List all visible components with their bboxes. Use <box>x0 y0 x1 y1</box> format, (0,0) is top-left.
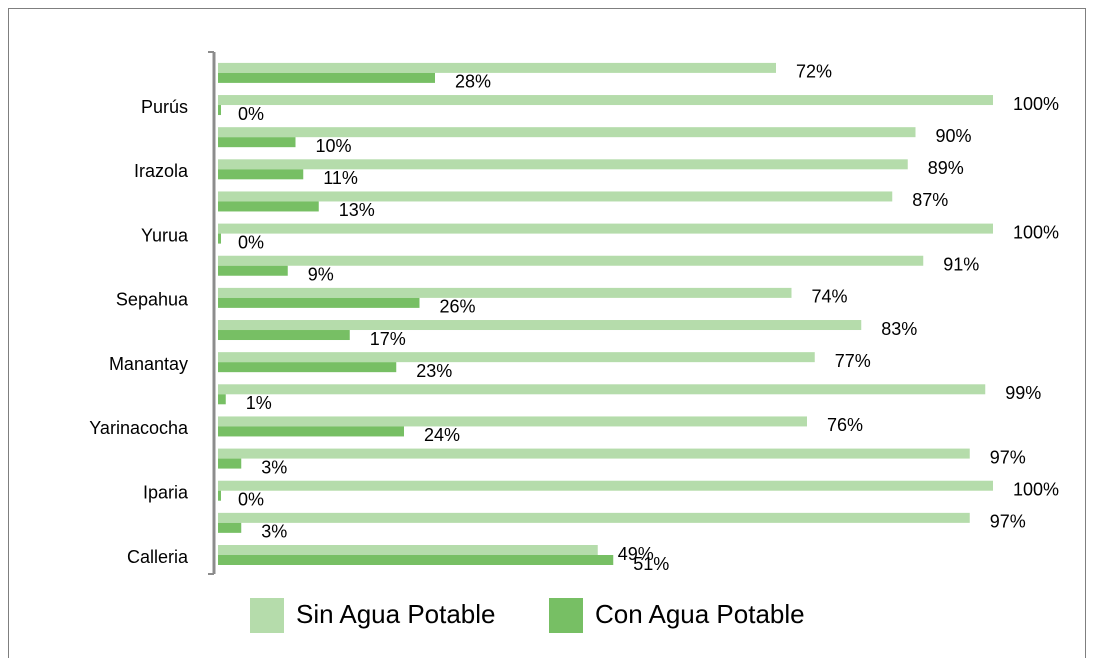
data-label: 3% <box>261 522 287 542</box>
bar <box>218 330 350 341</box>
bar <box>218 448 970 459</box>
bar <box>218 191 893 202</box>
data-label: 11% <box>323 168 358 188</box>
bar <box>218 555 614 565</box>
data-label: 49% <box>618 544 654 564</box>
bar <box>218 545 598 555</box>
data-label: 23% <box>416 361 452 381</box>
bar <box>218 105 222 116</box>
data-label: 51% <box>633 554 669 574</box>
y-tick-label: Sepahua <box>116 290 189 310</box>
bar <box>218 458 242 469</box>
data-label: 74% <box>812 287 848 307</box>
data-label: 24% <box>424 425 460 445</box>
data-label: 13% <box>339 200 375 220</box>
data-label: 97% <box>990 447 1026 467</box>
data-label: 26% <box>440 297 476 317</box>
data-label: 77% <box>835 351 871 371</box>
y-tick-label: Irazola <box>134 161 189 181</box>
bar <box>218 233 222 244</box>
bar <box>218 394 226 405</box>
bar <box>218 352 815 363</box>
y-tick-label: Yarinacocha <box>89 418 189 438</box>
data-label: 28% <box>455 72 491 92</box>
data-label: 99% <box>1005 383 1041 403</box>
bar <box>218 384 986 395</box>
data-label: 100% <box>1013 222 1059 242</box>
bar <box>218 127 916 138</box>
data-label: 87% <box>912 190 948 210</box>
legend-label: Con Agua Potable <box>595 599 805 629</box>
data-label: 72% <box>796 62 832 82</box>
bar <box>218 480 993 491</box>
bar <box>218 159 908 170</box>
data-label: 0% <box>238 232 264 252</box>
data-label: 3% <box>261 457 287 477</box>
bar <box>218 320 862 331</box>
data-label: 91% <box>943 254 979 274</box>
bar <box>218 426 404 437</box>
bar <box>218 169 304 180</box>
data-label: 0% <box>238 489 264 509</box>
legend-swatch <box>250 598 284 633</box>
bar <box>218 72 435 83</box>
data-label: 76% <box>827 415 863 435</box>
bar <box>218 223 993 234</box>
bar <box>218 62 776 73</box>
data-label: 90% <box>936 126 972 146</box>
bar <box>218 265 288 276</box>
legend-swatch <box>549 598 583 633</box>
data-label: 100% <box>1013 479 1059 499</box>
bar <box>218 416 807 427</box>
bar <box>218 522 242 533</box>
legend-label: Sin Agua Potable <box>296 599 496 629</box>
bar <box>218 255 924 266</box>
y-tick-label: Purús <box>141 97 188 117</box>
bar <box>218 137 296 148</box>
data-label: 1% <box>246 393 272 413</box>
data-label: 89% <box>928 158 964 178</box>
data-label: 0% <box>238 104 264 124</box>
bar <box>218 201 319 212</box>
data-label: 17% <box>370 329 406 349</box>
bar <box>218 512 970 523</box>
bar <box>218 297 420 308</box>
bar <box>218 95 993 106</box>
y-tick-label: Iparia <box>143 482 189 502</box>
bar <box>218 287 792 298</box>
data-label: 83% <box>881 319 917 339</box>
bar <box>218 362 397 373</box>
y-tick-label: Manantay <box>109 354 188 374</box>
data-label: 100% <box>1013 94 1059 114</box>
data-label: 10% <box>316 136 352 156</box>
data-label: 9% <box>308 264 334 284</box>
y-tick-label: Calleria <box>127 547 189 567</box>
bar <box>218 490 222 501</box>
data-label: 97% <box>990 512 1026 532</box>
y-tick-label: Yurua <box>141 225 189 245</box>
